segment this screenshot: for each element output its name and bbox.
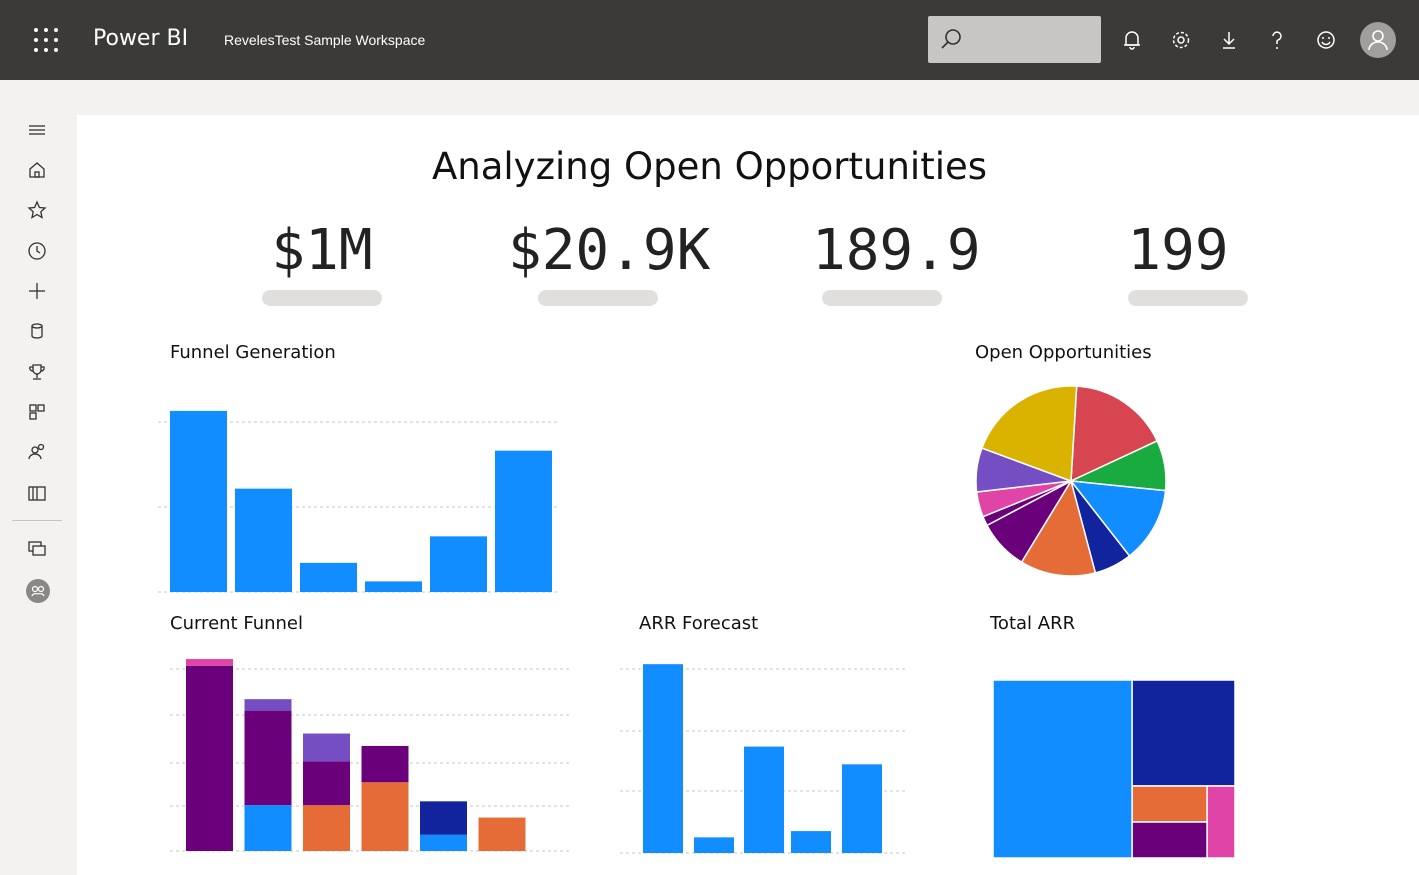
- open-opportunities-pie[interactable]: [972, 382, 1170, 580]
- person-icon: [1368, 30, 1388, 51]
- help-icon[interactable]: [1265, 28, 1289, 52]
- kpi-label-placeholder-3: [822, 290, 942, 306]
- top-bar: Power BI RevelesTest Sample Workspace: [0, 0, 1419, 80]
- bar-3[interactable]: [300, 562, 357, 592]
- arr-forecast-chart[interactable]: [620, 660, 908, 855]
- stacked-bar-3-seg-6[interactable]: [303, 733, 350, 762]
- stacked-bar-4-seg-5[interactable]: [361, 745, 409, 783]
- search-input[interactable]: [928, 16, 1101, 63]
- bar-2[interactable]: [694, 837, 734, 853]
- total-arr-title: Total ARR: [990, 613, 1076, 634]
- database-icon[interactable]: [26, 320, 48, 342]
- pie-slice-1[interactable]: [1070, 385, 1159, 483]
- current-funnel-chart[interactable]: [170, 659, 572, 854]
- download-icon[interactable]: [1217, 28, 1241, 52]
- book-icon[interactable]: [26, 482, 48, 504]
- total-arr-treemap[interactable]: [992, 679, 1236, 859]
- plus-icon[interactable]: [26, 280, 48, 302]
- pie-slice-10[interactable]: [980, 385, 1078, 483]
- open-opportunities-title: Open Opportunities: [975, 342, 1152, 363]
- people-icon[interactable]: [26, 441, 48, 463]
- current-funnel-title: Current Funnel: [170, 613, 303, 634]
- kpi-value-4[interactable]: 199: [1127, 218, 1229, 283]
- treemap-node-4[interactable]: [1131, 821, 1208, 859]
- stacked-bar-2-seg-5[interactable]: [244, 710, 292, 806]
- workspaces-icon[interactable]: [26, 537, 48, 559]
- treemap-node-2[interactable]: [1131, 679, 1236, 787]
- kpi-label-placeholder-4: [1128, 290, 1248, 306]
- stacked-bar-5-seg-1[interactable]: [420, 834, 467, 851]
- stacked-bar-3-seg-2[interactable]: [303, 840, 350, 851]
- bar-6[interactable]: [495, 450, 552, 592]
- bar-3[interactable]: [744, 746, 784, 853]
- funnel-generation-title: Funnel Generation: [170, 342, 336, 363]
- stacked-bar-3-seg-5[interactable]: [303, 761, 350, 806]
- dashboard-title: Analyzing Open Opportunities: [431, 145, 988, 188]
- clock-icon[interactable]: [26, 240, 48, 262]
- bar-5[interactable]: [430, 536, 487, 592]
- trophy-icon[interactable]: [26, 361, 48, 383]
- star-icon[interactable]: [26, 199, 48, 221]
- treemap-node-3[interactable]: [1131, 785, 1208, 823]
- apps-icon[interactable]: [26, 401, 48, 423]
- smiley-icon[interactable]: [1314, 28, 1338, 52]
- avatar[interactable]: [1360, 22, 1396, 58]
- kpi-value-2[interactable]: $20.9K: [508, 218, 711, 283]
- app-name[interactable]: Power BI: [93, 26, 189, 51]
- kpi-label-placeholder-1: [262, 290, 382, 306]
- stacked-bar-1-seg-5[interactable]: [186, 665, 233, 851]
- stacked-bar-5-seg-4[interactable]: [420, 801, 467, 835]
- workspace-name[interactable]: RevelesTest Sample Workspace: [224, 32, 426, 48]
- stacked-bar-1-seg-7[interactable]: [186, 659, 233, 666]
- bar-1[interactable]: [643, 664, 683, 853]
- stacked-bar-2-seg-1[interactable]: [244, 805, 292, 851]
- bar-4[interactable]: [791, 831, 831, 853]
- left-nav: [0, 80, 77, 875]
- stacked-bar-3-seg-3[interactable]: [303, 805, 350, 841]
- stacked-bar-2-seg-6[interactable]: [244, 699, 292, 711]
- pie-slice-3[interactable]: [1069, 480, 1167, 557]
- bell-icon[interactable]: [1120, 28, 1144, 52]
- bar-4[interactable]: [365, 581, 422, 592]
- nav-divider: [12, 520, 62, 521]
- funnel-generation-chart[interactable]: [158, 380, 560, 594]
- kpi-value-1[interactable]: $1M: [271, 218, 373, 283]
- home-icon[interactable]: [26, 159, 48, 181]
- search-icon: [941, 29, 961, 49]
- bar-5[interactable]: [842, 764, 882, 853]
- hamburger-icon[interactable]: [26, 120, 48, 142]
- treemap-node-1[interactable]: [992, 679, 1133, 859]
- bar-1[interactable]: [170, 410, 227, 592]
- pie-slice-5[interactable]: [1020, 479, 1097, 577]
- stacked-bar-4-seg-2[interactable]: [361, 782, 409, 851]
- treemap-node-5[interactable]: [1206, 785, 1236, 859]
- kpi-label-placeholder-2: [538, 290, 658, 306]
- kpi-value-3[interactable]: 189.9: [812, 218, 981, 283]
- arr-forecast-title: ARR Forecast: [639, 613, 759, 634]
- workspace-avatar-icon[interactable]: [25, 578, 51, 604]
- gear-icon[interactable]: [1169, 28, 1193, 52]
- waffle-icon[interactable]: [34, 28, 58, 52]
- stacked-bar-6-seg-2[interactable]: [478, 817, 526, 851]
- bar-2[interactable]: [235, 488, 292, 592]
